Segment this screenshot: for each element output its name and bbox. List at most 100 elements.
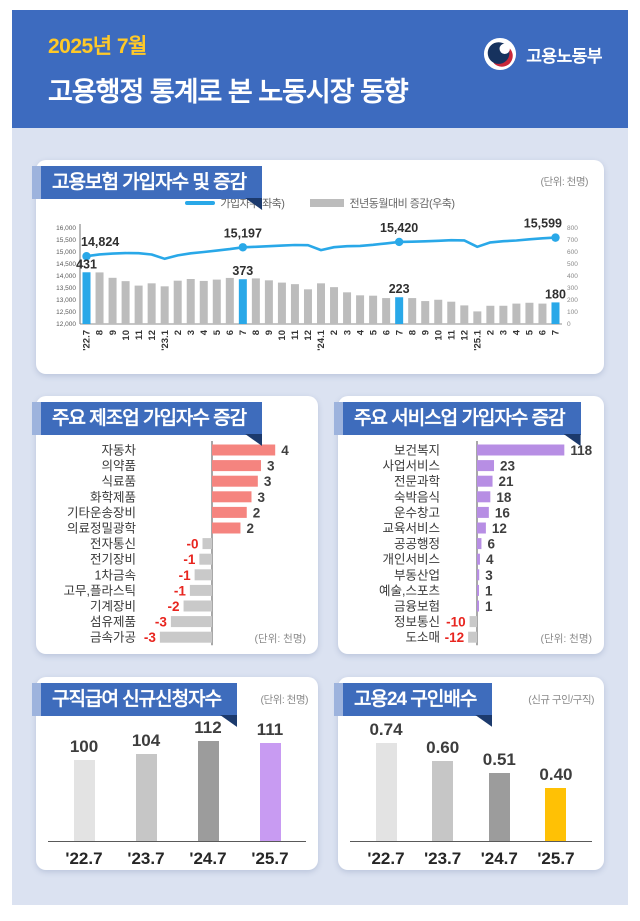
svg-text:의약품: 의약품 [101,458,136,473]
panel-services-title: 주요 서비스업 가입자수 증감 [343,402,581,446]
svg-text:3: 3 [499,330,510,335]
svg-text:섬유제품: 섬유제품 [90,615,136,629]
ribbon-accent [334,402,343,435]
svg-text:-0: -0 [187,537,199,552]
svg-text:정보통신: 정보통신 [394,615,440,629]
bar-column: 111 [242,720,298,841]
job-ratio-chart: 0.74 0.60 0.51 0.40 '22.7 '23.7 '24.7 '25.7 [350,719,592,869]
legend-yoy-change: 전년동월대비 증감(우축) [310,195,455,211]
x-axis-label: '24.7 [480,849,518,868]
ribbon-accent [334,683,343,716]
svg-text:373: 373 [232,264,253,278]
svg-text:개인서비스: 개인서비스 [382,553,440,567]
svg-text:'24.1: '24.1 [316,329,327,350]
unit-label: (단위: 천명) [260,694,309,706]
svg-text:14,824: 14,824 [81,235,119,249]
svg-text:-1: -1 [174,583,186,598]
svg-text:12: 12 [459,330,470,341]
bar-column: 0.74 [358,720,414,841]
svg-text:223: 223 [389,282,410,296]
subscribers-line [82,233,560,261]
svg-text:3: 3 [267,459,275,474]
labels: 자동차 4 의약품 3 식료품 3 화학제품 3 기타운송장비 2 의료정밀광학 2 전자통신 -0 전기장… [64,443,306,645]
svg-text:18: 18 [496,490,512,505]
svg-text:-1: -1 [179,568,191,583]
svg-text:'25.1: '25.1 [473,329,484,350]
svg-text:23: 23 [500,459,516,474]
panel-manufacturing: 주요 제조업 가입자수 증감 자동차 4 의약품 3 식료품 3 화학제품 3 기타운송장비 2 의… [32,396,318,654]
svg-text:15,197: 15,197 [224,226,262,240]
svg-text:7: 7 [551,330,562,335]
svg-text:12: 12 [492,521,507,536]
svg-text:100: 100 [567,309,578,316]
svg-text:12: 12 [147,330,158,341]
svg-text:식료품: 식료품 [101,475,136,489]
x-axis-label: '23.7 [424,849,462,868]
svg-text:교육서비스: 교육서비스 [382,522,440,536]
ribbon-accent [32,166,41,199]
svg-text:'23.1: '23.1 [160,329,171,350]
svg-text:'22.7: '22.7 [82,330,93,351]
panel-manufacturing-title: 주요 제조업 가입자수 증감 [41,402,263,446]
bar [488,773,510,841]
svg-text:180: 180 [545,287,566,301]
ministry-name: 고용노동부 [526,46,602,66]
svg-text:2: 2 [253,505,261,520]
svg-text:14,000: 14,000 [56,273,76,280]
svg-text:6: 6 [225,330,236,335]
svg-text:3: 3 [264,474,272,489]
svg-text:8: 8 [407,330,418,335]
x-axis-label: '23.7 [127,849,165,868]
svg-text:(단위: 천명): (단위: 천명) [541,632,592,645]
svg-text:1차금속: 1차금속 [95,568,136,582]
svg-text:5: 5 [525,329,536,335]
svg-text:기타운송장비: 기타운송장비 [67,506,136,520]
svg-text:10: 10 [121,330,132,341]
report-date: 2025년 7월 [48,35,147,58]
svg-text:-10: -10 [446,615,466,630]
ministry-logo: 고용노동부 [483,37,602,71]
svg-text:2: 2 [246,521,254,536]
panel-ratio-title-ribbon: 고용24 구인배수 [334,683,493,727]
svg-text:800: 800 [567,225,578,232]
unit-label: (신규 구인/구직) [528,694,594,706]
svg-text:보건복지: 보건복지 [394,444,440,458]
svg-text:7: 7 [394,330,405,335]
insurance-combo-chart: 12,000 12,500 13,000 13,500 14,000 14,500 15,0… [56,217,578,351]
svg-text:1: 1 [485,583,493,598]
svg-text:6: 6 [487,537,495,552]
svg-text:2: 2 [486,330,497,335]
bar-value-label: 100 [69,737,99,756]
bar-value-label: 104 [131,731,161,750]
panel-services: 주요 서비스업 가입자수 증감 보건복지 118 사업서비스 23 전문과학 21 숙박음식… [334,396,604,654]
svg-text:화학제품: 화학제품 [90,490,136,504]
svg-text:10: 10 [433,330,444,341]
svg-text:운수창고: 운수창고 [394,506,440,520]
chart-legend: 가입자수(좌축) 전년동월대비 증감(우축) [36,195,604,211]
svg-text:118: 118 [570,443,592,458]
svg-text:-12: -12 [445,630,465,645]
bar [432,761,454,841]
svg-text:600: 600 [567,249,578,256]
svg-text:11: 11 [446,329,457,340]
svg-text:11: 11 [134,329,145,340]
svg-text:9: 9 [108,330,119,335]
svg-text:13,000: 13,000 [56,297,76,304]
svg-text:4: 4 [281,443,289,458]
svg-text:9: 9 [264,330,275,335]
panel-insurance-title: 고용보험 가입자수 및 증감 [41,166,263,210]
svg-text:6: 6 [538,330,549,335]
svg-text:500: 500 [567,261,578,268]
svg-text:전기장비: 전기장비 [90,553,136,567]
svg-text:12: 12 [303,330,314,341]
svg-text:4: 4 [355,329,366,335]
svg-text:3: 3 [186,330,197,335]
panel-benefit-title: 구직급여 신규신청자수 [41,683,238,727]
data-labels: 14,824 15,197 15,420 15,599 431 373 223 180 [76,217,566,302]
bars [468,444,565,643]
bar-value-label: 111 [256,720,284,739]
svg-text:-1: -1 [183,552,195,567]
